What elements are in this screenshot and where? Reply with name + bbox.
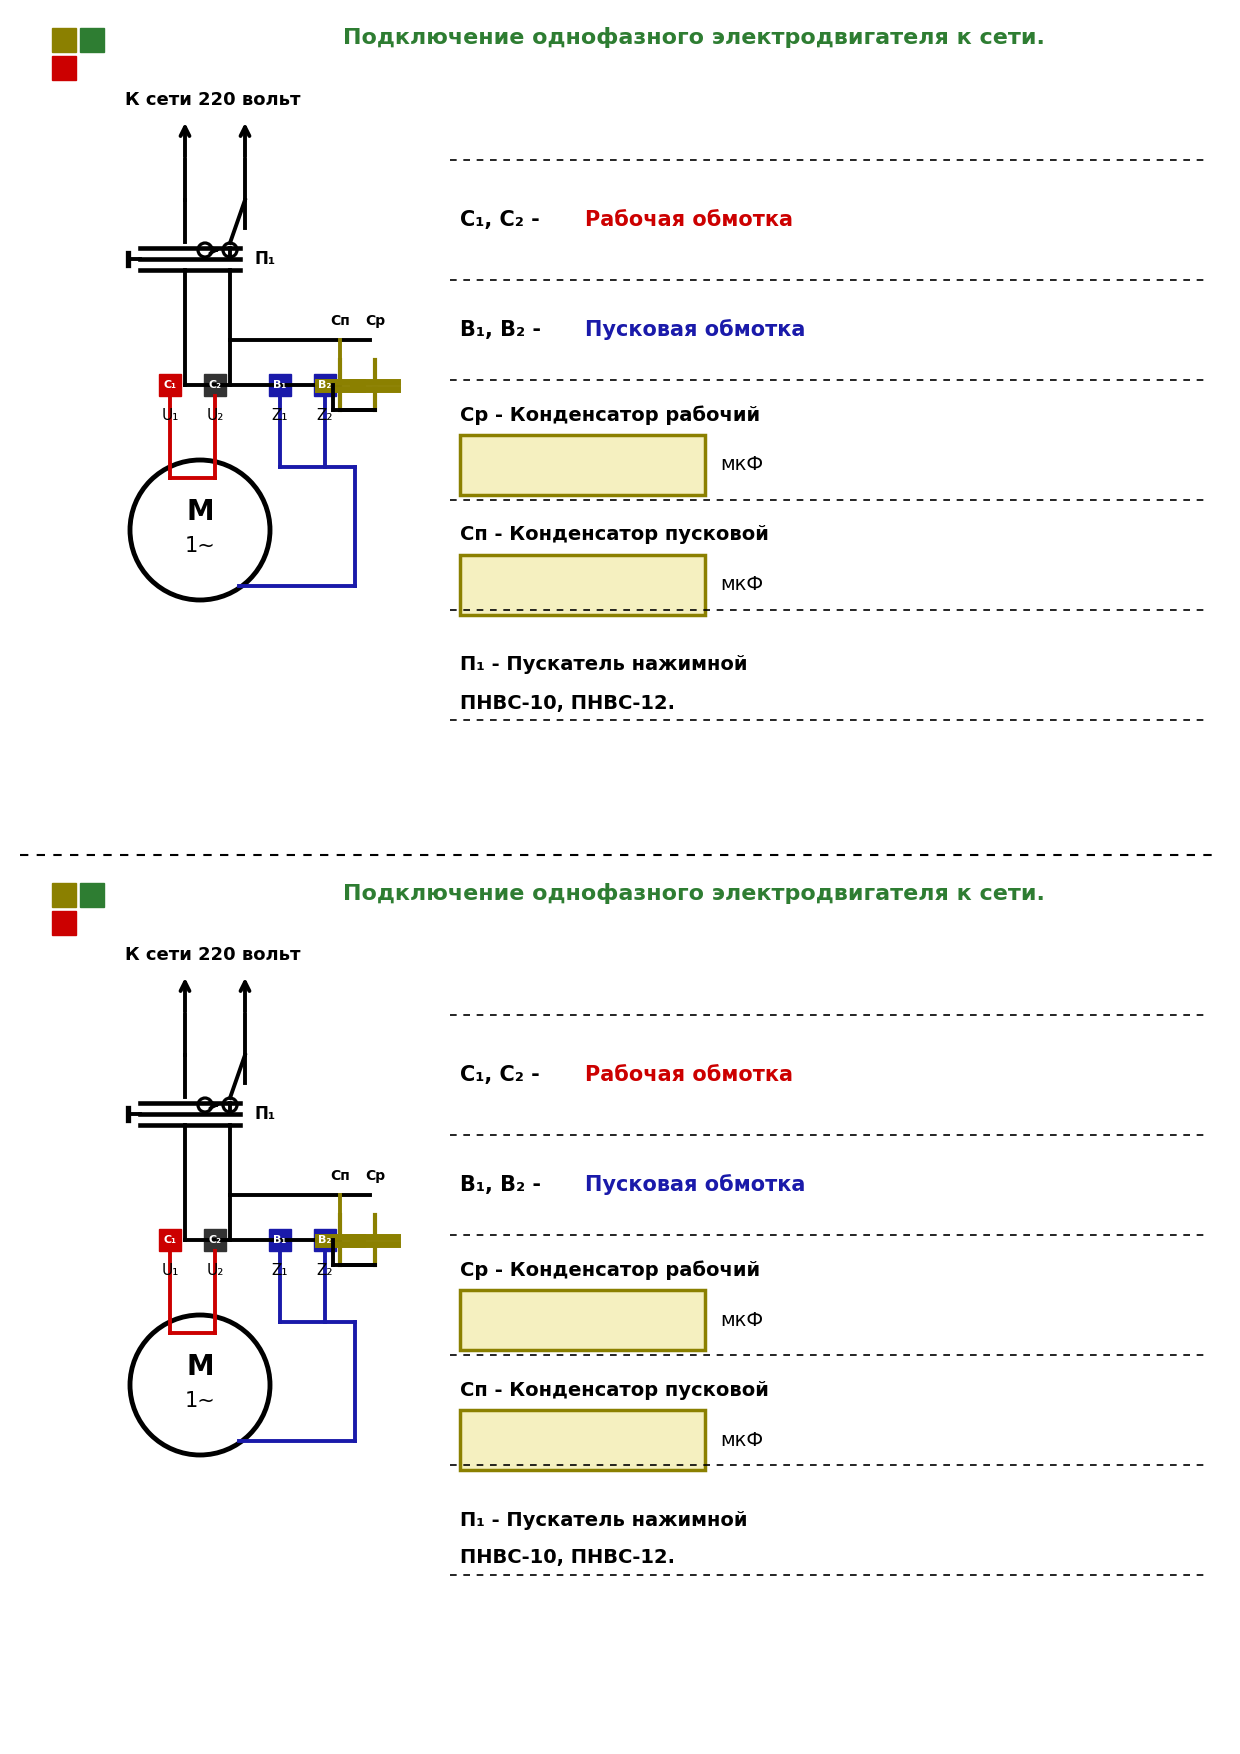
Text: мкФ: мкФ — [720, 1431, 763, 1449]
Bar — [269, 374, 291, 396]
Text: Z₂: Z₂ — [316, 1263, 334, 1279]
Text: U₁: U₁ — [161, 1263, 179, 1279]
Bar — [52, 910, 76, 935]
Bar — [314, 1230, 336, 1251]
Text: Подключение однофазного электродвигателя к сети.: Подключение однофазного электродвигателя… — [343, 882, 1045, 903]
Text: ПНВС-10, ПНВС-12.: ПНВС-10, ПНВС-12. — [460, 1549, 675, 1568]
Text: М: М — [186, 1352, 213, 1380]
Text: Сп: Сп — [330, 314, 350, 328]
Text: Ср: Ср — [365, 1168, 386, 1182]
Text: В₂: В₂ — [319, 1235, 331, 1245]
Text: Сп - Конденсатор пусковой: Сп - Конденсатор пусковой — [460, 526, 769, 544]
Text: М: М — [186, 498, 213, 526]
Text: Z₂: Z₂ — [316, 409, 334, 423]
Text: С₁: С₁ — [164, 381, 176, 389]
Bar — [460, 435, 706, 495]
Text: Сп - Конденсатор пусковой: Сп - Конденсатор пусковой — [460, 1380, 769, 1400]
Text: ПНВС-10, ПНВС-12.: ПНВС-10, ПНВС-12. — [460, 693, 675, 712]
Bar — [205, 374, 226, 396]
Bar — [81, 882, 104, 907]
Text: мкФ: мкФ — [720, 1310, 763, 1330]
Text: Z₁: Z₁ — [272, 409, 288, 423]
Bar — [314, 374, 336, 396]
Text: Подключение однофазного электродвигателя к сети.: Подключение однофазного электродвигателя… — [343, 28, 1045, 49]
Text: мкФ: мкФ — [720, 575, 763, 595]
Text: С₁, С₂ -: С₁, С₂ - — [460, 210, 547, 230]
Text: П₁ - Пускатель нажимной: П₁ - Пускатель нажимной — [460, 1510, 748, 1529]
Text: К сети 220 вольт: К сети 220 вольт — [125, 945, 300, 965]
Bar — [460, 1410, 706, 1470]
Bar — [52, 882, 76, 907]
Text: В₁, В₂ -: В₁, В₂ - — [460, 1175, 548, 1194]
Text: 1~: 1~ — [185, 1391, 216, 1410]
Bar — [269, 1230, 291, 1251]
Text: Сп: Сп — [330, 1168, 350, 1182]
Text: С₂: С₂ — [208, 381, 222, 389]
Text: В₁: В₁ — [273, 381, 286, 389]
Text: U₂: U₂ — [206, 1263, 223, 1279]
Bar — [460, 554, 706, 616]
Bar — [52, 28, 76, 53]
Text: Рабочая обмотка: Рабочая обмотка — [585, 210, 794, 230]
Bar — [52, 56, 76, 81]
Text: П₁: П₁ — [255, 251, 277, 268]
Bar — [159, 1230, 181, 1251]
Text: Пусковая обмотка: Пусковая обмотка — [585, 319, 805, 340]
Text: В₁, В₂ -: В₁, В₂ - — [460, 319, 548, 340]
Text: В₂: В₂ — [319, 381, 331, 389]
Bar — [205, 1230, 226, 1251]
Text: В₁: В₁ — [273, 1235, 286, 1245]
Text: Пусковая обмотка: Пусковая обмотка — [585, 1175, 805, 1196]
Bar — [81, 28, 104, 53]
Bar — [159, 374, 181, 396]
Text: С₁, С₂ -: С₁, С₂ - — [460, 1065, 547, 1086]
Bar — [460, 1289, 706, 1351]
Text: С₁: С₁ — [164, 1235, 176, 1245]
Text: Ср - Конденсатор рабочий: Ср - Конденсатор рабочий — [460, 1259, 760, 1280]
Text: К сети 220 вольт: К сети 220 вольт — [125, 91, 300, 109]
Text: Рабочая обмотка: Рабочая обмотка — [585, 1065, 794, 1086]
Text: U₁: U₁ — [161, 409, 179, 423]
Text: С₂: С₂ — [208, 1235, 222, 1245]
Text: П₁ - Пускатель нажимной: П₁ - Пускатель нажимной — [460, 656, 748, 675]
Text: Ср - Конденсатор рабочий: Ср - Конденсатор рабочий — [460, 405, 760, 424]
Text: 1~: 1~ — [185, 537, 216, 556]
Text: Z₁: Z₁ — [272, 1263, 288, 1279]
Text: U₂: U₂ — [206, 409, 223, 423]
Text: Ср: Ср — [365, 314, 386, 328]
Text: П₁: П₁ — [255, 1105, 277, 1123]
Text: мкФ: мкФ — [720, 456, 763, 475]
